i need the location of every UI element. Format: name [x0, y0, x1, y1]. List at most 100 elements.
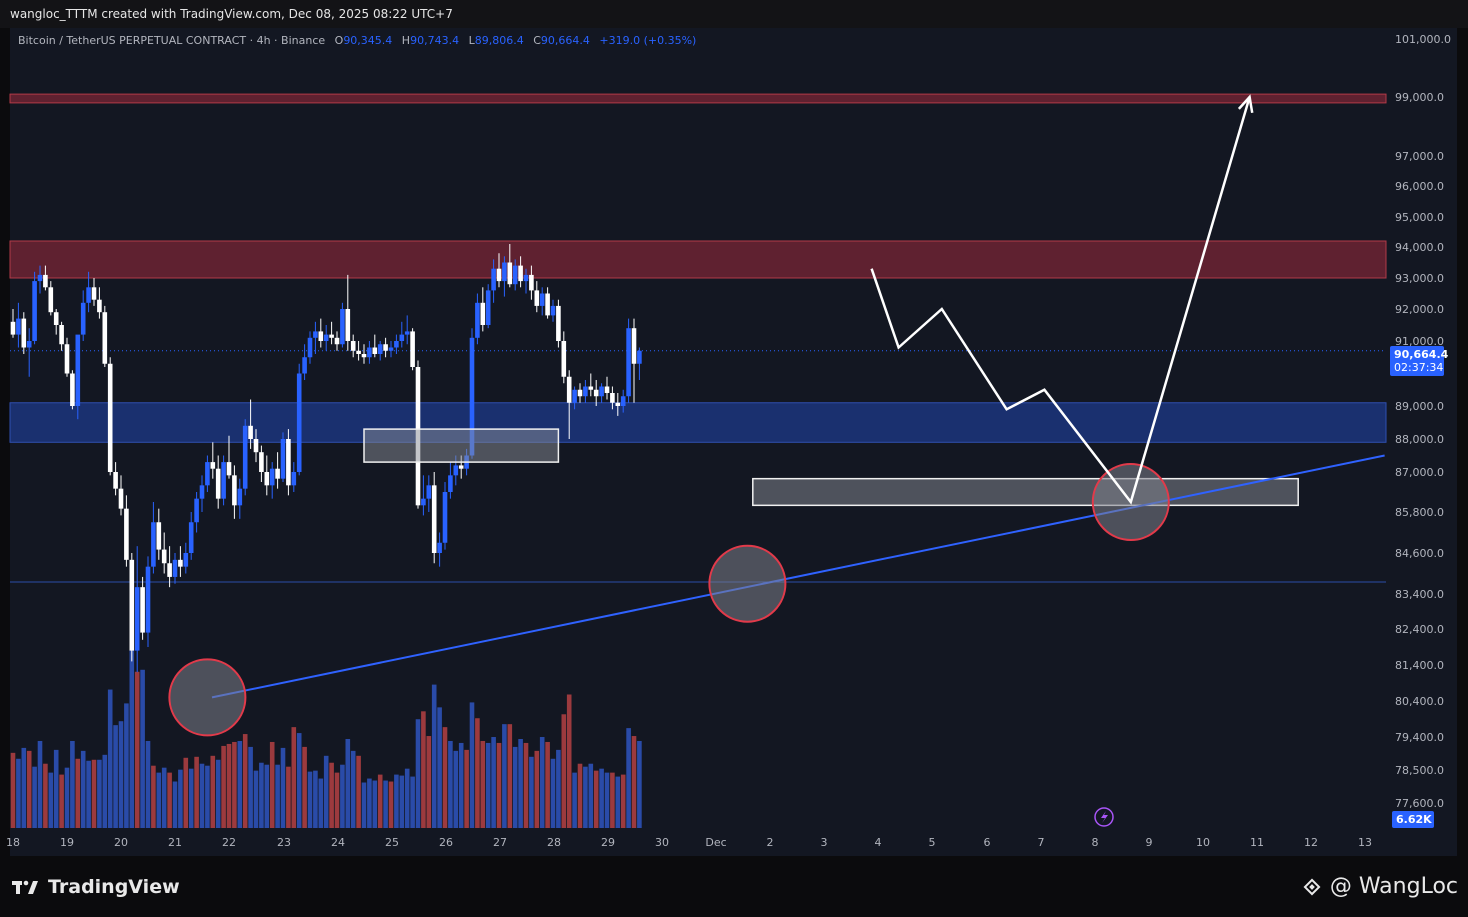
volume-bar [134, 671, 140, 828]
volume-bar [226, 743, 232, 828]
volume-bar [307, 771, 313, 828]
volume-bar [237, 740, 243, 828]
candle-body [577, 389, 583, 397]
candle-body [161, 549, 167, 564]
candle-body [102, 312, 108, 364]
volume-bar [91, 759, 97, 828]
candle-body [307, 337, 313, 358]
candle-body [550, 305, 556, 316]
candle-body [205, 462, 210, 486]
price-tick-label: 99,000.0 [1395, 91, 1444, 104]
volume-bar [70, 740, 75, 828]
candle-body [426, 485, 432, 499]
candle-body [421, 498, 426, 506]
volume-bar [502, 724, 507, 828]
candle-body [356, 350, 361, 354]
candle-body [16, 318, 21, 335]
candle-body [75, 334, 81, 406]
candle-body [264, 472, 270, 486]
candle-body [178, 559, 183, 567]
time-tick-label: 21 [168, 836, 182, 849]
candle-body [561, 341, 567, 377]
candle-body [210, 462, 216, 469]
candle-body [302, 357, 307, 374]
volume-bar [275, 764, 280, 828]
tradingview-logo[interactable]: TradingView [12, 876, 180, 898]
volume-bar [545, 741, 550, 828]
volume-bar [194, 756, 199, 828]
symbol-title: Bitcoin / TetherUS PERPETUAL CONTRACT · … [18, 34, 326, 47]
candle-body [286, 439, 291, 486]
volume-badge: 6.62K [1392, 811, 1434, 828]
ohlc-close-key: C [533, 34, 541, 47]
candle-body [485, 290, 491, 325]
volume-bar [302, 746, 307, 828]
candle-body [404, 331, 410, 335]
candle-body [518, 265, 523, 282]
volume-bar [469, 702, 475, 828]
time-tick-label: 23 [277, 836, 291, 849]
volume-bar [253, 770, 259, 828]
tradingview-logo-icon [12, 880, 38, 894]
candle-body [599, 386, 604, 397]
candle-body [64, 344, 70, 374]
projection-path [870, 96, 1251, 505]
volume-bar [140, 669, 145, 828]
price-tick-label: 97,000.0 [1395, 150, 1444, 163]
volume-bar [404, 768, 410, 828]
ohlc-low-value: 89,806.4 [474, 34, 524, 47]
time-tick-label: 18 [6, 836, 20, 849]
volume-bar [167, 772, 172, 828]
candle-body [534, 290, 540, 306]
price-tick-label: 87,000.0 [1395, 466, 1444, 479]
candle-body [367, 347, 372, 358]
volume-bar [221, 745, 226, 828]
volume-bar [583, 766, 588, 828]
time-axis: 18 19 20 21 22 23 24 25 26 27 28 29 30 Dec 2 3 4 5 6 7 8 9 10 1… [6, 836, 1372, 849]
volume-bar [437, 707, 442, 828]
volume-bar [593, 770, 599, 828]
time-tick-label: 19 [60, 836, 74, 849]
time-tick-label: 22 [222, 836, 236, 849]
volume-bar [32, 766, 37, 828]
volume-bar [442, 727, 448, 828]
volume-bar [383, 780, 388, 828]
candle-body [572, 389, 577, 403]
time-tick-label: 12 [1304, 836, 1318, 849]
volume-bar [178, 769, 183, 828]
candle-body [188, 522, 194, 553]
top-bar: wangloc_TTTM created with TradingView.co… [0, 0, 1468, 28]
price-tick-label: 92,000.0 [1395, 303, 1444, 316]
price-tick-label: 82,400.0 [1395, 623, 1444, 636]
candle-body [242, 425, 248, 489]
liquidity-circle [168, 658, 247, 737]
candle-body [215, 468, 221, 499]
volume-bar [340, 764, 345, 828]
candle-body [410, 331, 415, 367]
time-tick-label: 24 [331, 836, 345, 849]
volume-bar [329, 762, 334, 828]
volume-bar [269, 741, 275, 828]
candle-body [350, 341, 356, 351]
volume-bar [431, 684, 437, 828]
candle-body [248, 425, 253, 439]
candle-body [334, 337, 340, 345]
volume-bar [21, 747, 27, 828]
order-block-box [363, 428, 560, 463]
volume-bar [113, 725, 118, 828]
price-tick-label: 89,000.0 [1395, 400, 1444, 413]
volume-bar [426, 736, 432, 828]
volume-bar [458, 742, 464, 828]
candle-body [107, 363, 113, 472]
volume-bar [577, 763, 583, 828]
candle-body [194, 498, 199, 523]
footer [0, 856, 1468, 917]
volume-bar [215, 759, 221, 828]
candle-body [637, 350, 642, 364]
ohlc-low-key: L [468, 34, 475, 47]
candle-body [323, 334, 329, 341]
price-tick-label: 79,400.0 [1395, 731, 1444, 744]
volume-bar [394, 774, 399, 828]
creator-text: wangloc_TTTM created with TradingView.co… [10, 7, 453, 21]
